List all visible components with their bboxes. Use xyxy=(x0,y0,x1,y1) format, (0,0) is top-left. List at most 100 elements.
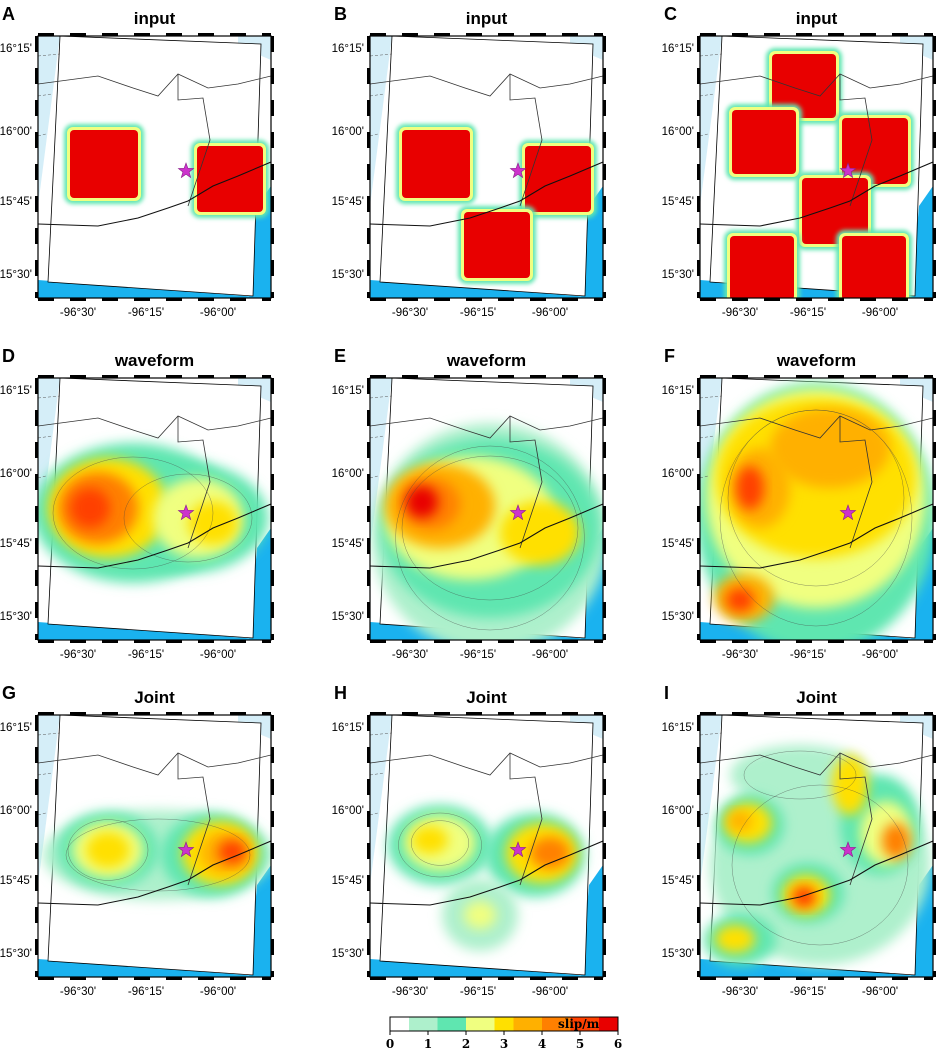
lat-tick-label: 16°15' xyxy=(332,722,364,734)
lat-tick-label: 16°15' xyxy=(332,43,364,55)
panel-letter: B xyxy=(334,4,347,24)
colorbar-band xyxy=(561,1017,571,1031)
ocean-east xyxy=(911,865,933,977)
colorbar-band xyxy=(570,1017,581,1031)
panel-b: 16°15' 16°00' 15°45' 15°30' -96°30' -96°15' -9… xyxy=(332,4,606,319)
slip-distribution xyxy=(396,124,597,284)
colorbar-band xyxy=(580,1017,590,1031)
panel-title: input xyxy=(466,9,508,28)
state-border xyxy=(509,753,543,886)
map-frame-ticks xyxy=(367,712,606,980)
lat-tick-label: 16°15' xyxy=(662,385,694,397)
lat-tick-label: 15°30' xyxy=(0,611,32,623)
lon-tick-label: -96°30' xyxy=(392,307,428,319)
lat-tick-label: 15°45' xyxy=(0,196,32,208)
state-border xyxy=(509,74,543,207)
colorbar-tick-label: 0 xyxy=(386,1037,394,1051)
slip-patch xyxy=(842,118,908,184)
panel-title: input xyxy=(134,9,176,28)
lat-tick-label: 15°30' xyxy=(332,948,364,960)
slip-distribution xyxy=(43,810,271,900)
lat-tick-label: 15°45' xyxy=(662,196,694,208)
panel-letter: G xyxy=(2,683,16,703)
lat-tick-label: 15°45' xyxy=(332,875,364,887)
epicenter-star xyxy=(509,841,527,858)
panel-g: 16°15' 16°00' 15°45' 15°30' -96°30' -96°15' -9… xyxy=(0,683,274,998)
ocean-shade xyxy=(700,715,722,885)
lat-tick-label: 16°00' xyxy=(332,126,364,138)
lon-tick-label: -96°30' xyxy=(60,986,96,998)
lon-tick-label: -96°15' xyxy=(790,649,826,661)
coastline xyxy=(700,503,933,569)
lon-tick-label: -96°15' xyxy=(128,649,164,661)
lon-tick-label: -96°00' xyxy=(862,649,898,661)
lon-tick-label: -96°15' xyxy=(460,307,496,319)
slip-patch xyxy=(70,488,110,528)
panel-h: 16°15' 16°00' 15°45' 15°30' -96°30' -96°15' -9… xyxy=(332,683,606,998)
slip-patch xyxy=(732,110,796,174)
lon-tick-label: -96°00' xyxy=(200,649,236,661)
ocean-east xyxy=(911,186,933,298)
lat-tick-label: 16°00' xyxy=(662,805,694,817)
fault-plane xyxy=(47,36,262,297)
panel-letter: F xyxy=(664,346,675,366)
slip-distribution xyxy=(724,48,914,298)
map-frame-ticks xyxy=(697,33,936,301)
colorbar-band xyxy=(475,1017,486,1031)
coastline xyxy=(38,840,271,906)
colorbar-band xyxy=(390,1017,400,1031)
lon-tick-label: -96°00' xyxy=(862,307,898,319)
panel-letter: A xyxy=(2,4,15,24)
slip-patch xyxy=(464,901,496,929)
coastline xyxy=(370,161,603,227)
colorbar-band xyxy=(466,1017,476,1031)
ocean-east xyxy=(581,186,603,298)
lon-tick-label: -96°15' xyxy=(790,986,826,998)
slip-patch xyxy=(218,840,246,864)
panel-i: 16°15' 16°00' 15°45' 15°30' -96°30' -96°15' -9… xyxy=(662,683,936,998)
panel-title: waveform xyxy=(446,351,526,370)
colorbar-band xyxy=(399,1017,410,1031)
lon-tick-label: -96°00' xyxy=(200,986,236,998)
lat-tick-label: 16°15' xyxy=(332,385,364,397)
slip-patch xyxy=(882,823,910,859)
lon-tick-label: -96°30' xyxy=(392,986,428,998)
colorbar-band xyxy=(437,1017,448,1031)
slip-distribution xyxy=(38,443,268,583)
slip-patch xyxy=(832,755,868,815)
lon-tick-label: -96°15' xyxy=(128,986,164,998)
colorbar-band xyxy=(608,1017,619,1031)
lat-tick-label: 15°45' xyxy=(332,196,364,208)
panel-letter: H xyxy=(334,683,347,703)
lon-tick-label: -96°15' xyxy=(460,649,496,661)
panel-letter: D xyxy=(2,346,15,366)
lon-tick-label: -96°30' xyxy=(722,649,758,661)
ocean-east xyxy=(581,865,603,977)
colorbar-tick-label: 5 xyxy=(576,1037,584,1051)
colorbar-band xyxy=(589,1017,600,1031)
lon-tick-label: -96°00' xyxy=(532,649,568,661)
map-frame-ticks xyxy=(367,33,606,301)
panel-letter: E xyxy=(334,346,346,366)
epicenter-star xyxy=(509,162,527,179)
lat-tick-label: 16°15' xyxy=(662,722,694,734)
epicenter-star xyxy=(839,504,857,521)
state-border xyxy=(700,73,933,97)
coastline xyxy=(700,161,933,227)
coastline xyxy=(38,503,271,569)
panel-letter: C xyxy=(664,4,677,24)
state-border xyxy=(839,74,873,207)
slip-patch xyxy=(525,146,591,212)
lat-tick-label: 16°00' xyxy=(662,468,694,480)
panel-d: 16°15' 16°00' 15°45' 15°30' -96°30' -96°15' -9… xyxy=(0,346,274,661)
ocean-shade xyxy=(38,715,60,885)
panel-a: 16°15' 16°00' 15°45' 15°30' -96°30' -96°15' -9… xyxy=(0,4,274,319)
panel-f: 16°15' 16°00' 15°45' 15°30' -96°30' -96°15' -9… xyxy=(662,346,936,661)
colorbar-band xyxy=(504,1017,514,1031)
ocean-east xyxy=(249,528,271,640)
map-frame-ticks xyxy=(697,712,936,980)
slip-patch xyxy=(792,886,816,908)
slip-distribution xyxy=(64,124,269,218)
lat-tick-label: 16°15' xyxy=(662,43,694,55)
